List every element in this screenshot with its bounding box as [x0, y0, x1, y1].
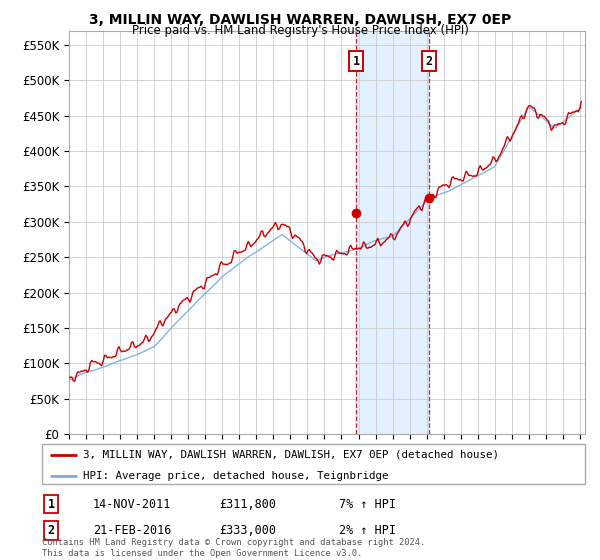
- Text: 14-NOV-2011: 14-NOV-2011: [93, 497, 172, 511]
- Text: 2% ↑ HPI: 2% ↑ HPI: [339, 524, 396, 538]
- Text: 21-FEB-2016: 21-FEB-2016: [93, 524, 172, 538]
- Text: 1: 1: [353, 55, 360, 68]
- Bar: [356, 31, 429, 434]
- Text: £333,000: £333,000: [219, 524, 276, 538]
- Text: Contains HM Land Registry data © Crown copyright and database right 2024.
This d: Contains HM Land Registry data © Crown c…: [42, 538, 425, 558]
- Text: 7% ↑ HPI: 7% ↑ HPI: [339, 497, 396, 511]
- Text: 2: 2: [47, 524, 55, 538]
- Text: 1: 1: [47, 497, 55, 511]
- Text: £311,800: £311,800: [219, 497, 276, 511]
- Text: 3, MILLIN WAY, DAWLISH WARREN, DAWLISH, EX7 0EP (detached house): 3, MILLIN WAY, DAWLISH WARREN, DAWLISH, …: [83, 450, 499, 460]
- FancyBboxPatch shape: [42, 444, 585, 484]
- Text: HPI: Average price, detached house, Teignbridge: HPI: Average price, detached house, Teig…: [83, 470, 388, 480]
- Text: 3, MILLIN WAY, DAWLISH WARREN, DAWLISH, EX7 0EP: 3, MILLIN WAY, DAWLISH WARREN, DAWLISH, …: [89, 13, 511, 27]
- Text: 2: 2: [425, 55, 433, 68]
- Text: Price paid vs. HM Land Registry's House Price Index (HPI): Price paid vs. HM Land Registry's House …: [131, 24, 469, 37]
